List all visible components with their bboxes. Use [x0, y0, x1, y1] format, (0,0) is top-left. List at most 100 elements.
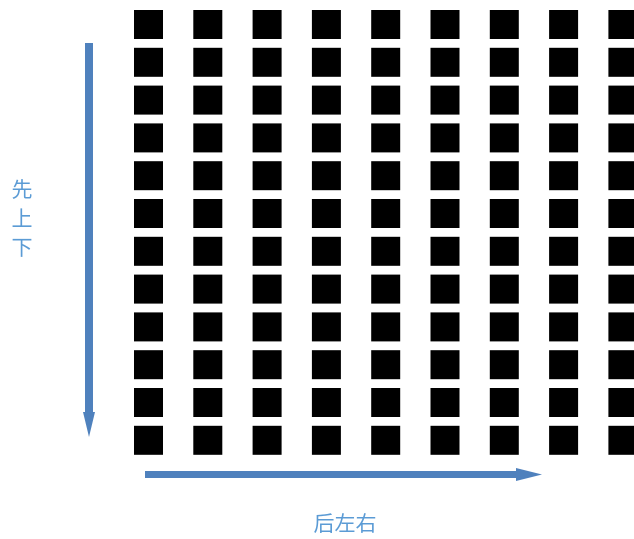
grid-square	[252, 47, 282, 77]
grid-square	[549, 85, 579, 115]
grid-square	[311, 47, 341, 77]
grid-square	[489, 274, 519, 304]
grid-square	[549, 388, 579, 417]
grid-square	[608, 161, 634, 191]
grid-square	[489, 312, 519, 342]
grid-square	[430, 350, 460, 380]
grid-square	[608, 236, 634, 266]
vertical-label-char-3: 下	[11, 236, 33, 260]
grid-square	[430, 312, 460, 342]
grid-square	[311, 199, 341, 228]
grid-square	[489, 161, 519, 191]
grid-square	[252, 123, 282, 153]
grid-square	[311, 274, 341, 304]
grid-square	[549, 236, 579, 266]
grid-square	[311, 85, 341, 115]
grid-square	[252, 425, 282, 455]
grid-square	[134, 85, 163, 115]
vertical-label-char-2: 上	[11, 207, 33, 231]
grid-square	[371, 47, 401, 77]
grid-square	[193, 85, 223, 115]
grid-square	[371, 425, 401, 455]
grid-square	[489, 425, 519, 455]
grid-square	[252, 274, 282, 304]
horizontal-arrow	[145, 468, 542, 481]
grid-square	[489, 10, 519, 39]
grid-square	[430, 10, 460, 39]
grid-square	[549, 10, 579, 39]
grid-square	[608, 199, 634, 228]
grid-square	[371, 350, 401, 380]
grid-square	[371, 236, 401, 266]
grid-square	[252, 199, 282, 228]
grid-square	[430, 274, 460, 304]
grid-square	[311, 388, 341, 417]
horizontal-arrow-shaft	[145, 471, 517, 478]
grid-square	[252, 388, 282, 417]
grid-square	[430, 199, 460, 228]
grid-square	[134, 161, 163, 191]
grid-square	[489, 47, 519, 77]
grid-square	[430, 388, 460, 417]
grid-square	[608, 350, 634, 380]
grid-square	[549, 123, 579, 153]
grid-square	[311, 350, 341, 380]
horizontal-order-label: 后左右	[313, 512, 377, 536]
grid-square	[134, 350, 163, 380]
grid-square	[193, 161, 223, 191]
grid-square	[489, 236, 519, 266]
grid-square	[549, 47, 579, 77]
grid-square	[430, 425, 460, 455]
vertical-order-label: 先 上 下	[8, 176, 36, 263]
grid-square	[371, 161, 401, 191]
grid-square	[252, 350, 282, 380]
grid-square	[134, 10, 163, 39]
grid-square	[252, 236, 282, 266]
grid-square	[371, 312, 401, 342]
grid-square	[430, 123, 460, 153]
grid-square	[134, 274, 163, 304]
grid-square	[252, 312, 282, 342]
grid-square	[193, 312, 223, 342]
grid-square	[134, 388, 163, 417]
vertical-arrow	[83, 43, 95, 437]
grid-square	[193, 199, 223, 228]
grid-square	[134, 47, 163, 77]
grid-square	[489, 123, 519, 153]
grid-square	[311, 425, 341, 455]
grid-square	[371, 199, 401, 228]
grid-square	[252, 85, 282, 115]
grid-square	[311, 10, 341, 39]
vertical-arrow-shaft	[85, 43, 93, 413]
grid-square	[134, 123, 163, 153]
grid-square	[549, 199, 579, 228]
grid-square	[371, 388, 401, 417]
grid-square	[371, 274, 401, 304]
grid-square	[193, 388, 223, 417]
grid-square	[311, 161, 341, 191]
grid-square	[489, 199, 519, 228]
grid-square	[489, 85, 519, 115]
grid-square	[134, 199, 163, 228]
grid-square	[193, 350, 223, 380]
grid-square	[489, 388, 519, 417]
grid-square	[193, 47, 223, 77]
grid-square	[430, 47, 460, 77]
grid-square	[608, 388, 634, 417]
grid-square	[252, 161, 282, 191]
grid-square	[193, 10, 223, 39]
grid-square	[311, 236, 341, 266]
grid-square	[549, 161, 579, 191]
grid-square	[430, 85, 460, 115]
grid-square	[608, 123, 634, 153]
grid-square	[134, 312, 163, 342]
grid-square	[430, 236, 460, 266]
grid-square	[608, 274, 634, 304]
grid-square	[549, 274, 579, 304]
grid-square	[371, 123, 401, 153]
grid-square	[608, 47, 634, 77]
square-grid	[134, 10, 634, 455]
grid-square	[193, 274, 223, 304]
grid-square	[193, 425, 223, 455]
